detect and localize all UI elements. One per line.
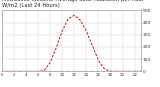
Text: Milwaukee Weather Average Solar Radiation per Hour W/m2 (Last 24 Hours): Milwaukee Weather Average Solar Radiatio…: [2, 0, 144, 8]
